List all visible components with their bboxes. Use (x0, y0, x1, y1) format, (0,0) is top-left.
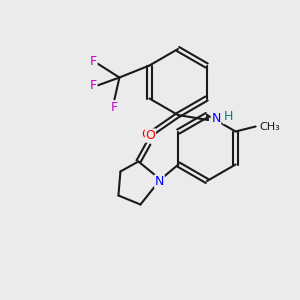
Text: F: F (111, 101, 118, 114)
Text: CH₃: CH₃ (260, 122, 280, 131)
Text: O: O (141, 128, 151, 142)
Text: N: N (211, 112, 221, 125)
Text: H: H (223, 110, 233, 124)
Text: O: O (146, 129, 155, 142)
Text: N: N (155, 175, 164, 188)
Text: F: F (90, 79, 97, 92)
Text: F: F (90, 55, 97, 68)
